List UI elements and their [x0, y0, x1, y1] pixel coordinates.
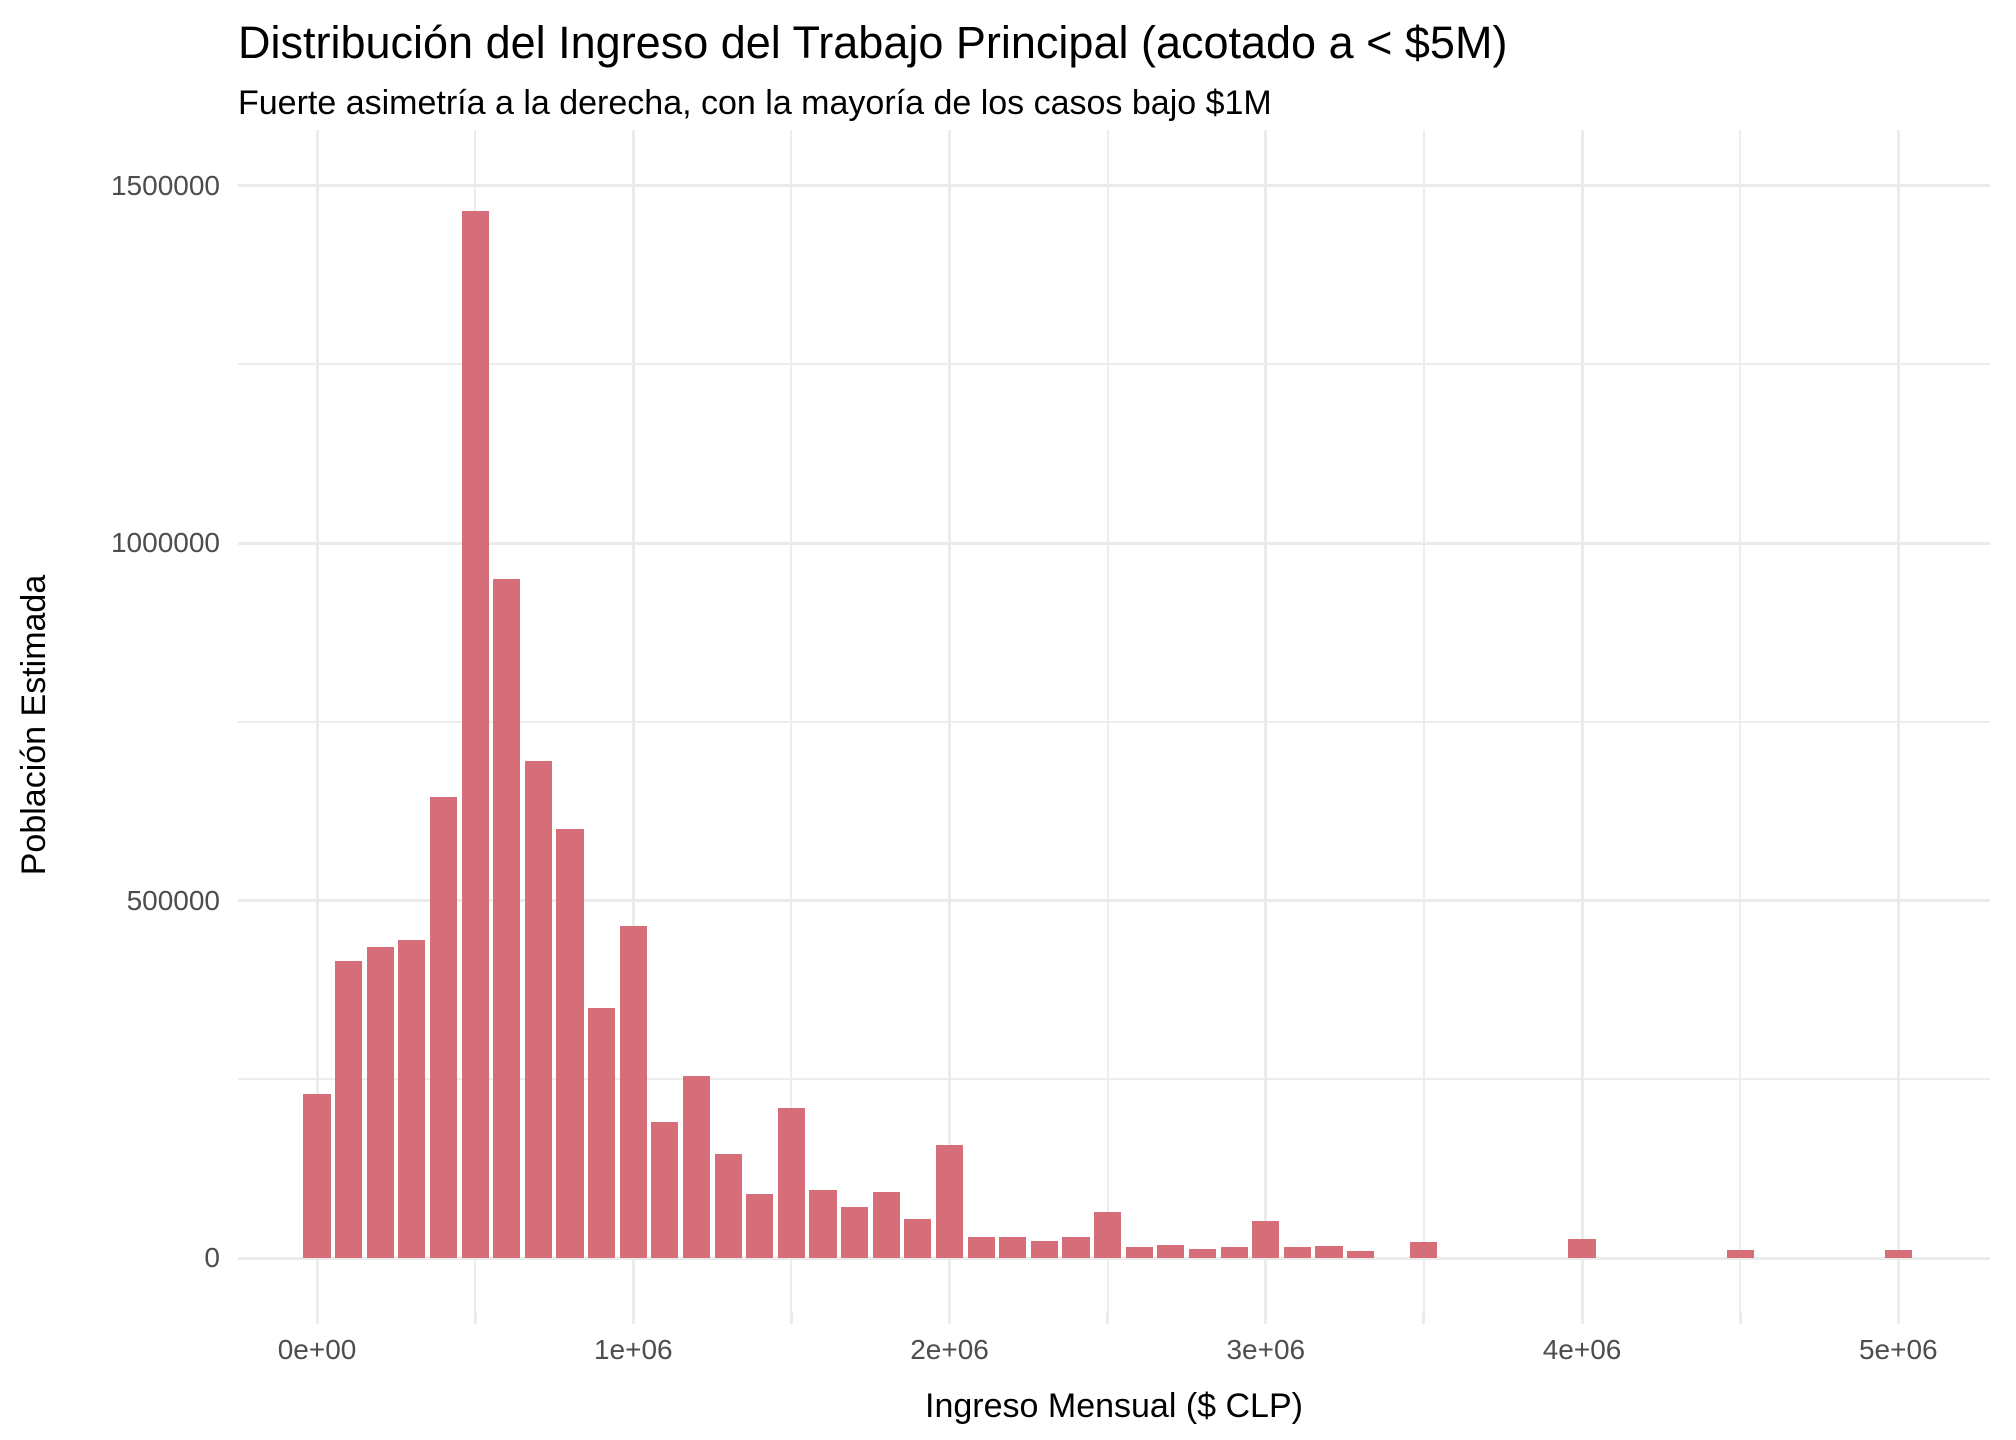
x-axis-title: Ingreso Mensual ($ CLP) — [925, 1387, 1303, 1425]
histogram-bar — [429, 796, 458, 1258]
histogram-bar — [651, 1122, 679, 1259]
y-tick-label: 0 — [204, 1242, 220, 1274]
histogram-bar — [872, 1191, 900, 1259]
y-tick-label: 1000000 — [110, 527, 220, 559]
x-axis-tick-mark — [1422, 1312, 1426, 1324]
histogram-bar — [1347, 1250, 1375, 1259]
x-major-gridline — [1896, 130, 1900, 1312]
y-minor-gridline — [238, 1078, 1990, 1081]
histogram-bar — [619, 925, 647, 1259]
x-minor-gridline — [1422, 130, 1425, 1312]
x-minor-gridline — [1106, 130, 1109, 1312]
histogram-bar — [1094, 1211, 1122, 1259]
x-tick-label: 2e+06 — [910, 1334, 989, 1365]
histogram-bar — [303, 1093, 331, 1259]
histogram-bar — [1030, 1240, 1058, 1259]
histogram-bar — [967, 1236, 995, 1259]
y-major-gridline — [238, 184, 1990, 188]
x-tick-label: 1e+06 — [593, 1334, 673, 1365]
x-tick-label: 4e+06 — [1542, 1334, 1622, 1365]
histogram-bar — [1884, 1250, 1912, 1259]
histogram-bar — [398, 939, 426, 1259]
histogram-bar — [556, 829, 584, 1259]
x-major-gridline — [1264, 130, 1268, 1312]
histogram-bar — [588, 1007, 616, 1259]
x-minor-gridline — [790, 130, 793, 1312]
x-axis-tick-mark — [1738, 1312, 1742, 1324]
histogram-bar — [682, 1075, 711, 1259]
x-major-gridline — [631, 130, 635, 1312]
histogram-bar — [746, 1193, 774, 1259]
x-axis-tick-mark — [315, 1312, 319, 1324]
x-axis-tick-mark — [473, 1312, 477, 1324]
y-major-gridline — [238, 1256, 1990, 1260]
histogram-bar — [335, 961, 363, 1259]
histogram-bar — [1315, 1245, 1343, 1259]
x-axis-tick-mark — [631, 1312, 635, 1324]
histogram-bar — [461, 210, 489, 1259]
y-major-gridline — [238, 899, 1990, 903]
histogram-bar — [935, 1145, 964, 1259]
y-tick-label: 1500000 — [110, 169, 220, 201]
histogram-bar — [904, 1218, 932, 1259]
x-tick-label: 0e+00 — [277, 1334, 357, 1365]
x-axis-tick-mark — [1896, 1312, 1900, 1324]
histogram-bar — [1125, 1246, 1153, 1259]
y-minor-gridline — [238, 720, 1990, 723]
y-major-gridline — [238, 541, 1990, 545]
histogram-bar — [1283, 1246, 1311, 1259]
histogram-bar — [1188, 1248, 1217, 1259]
x-major-gridline — [1580, 130, 1584, 1312]
x-axis-tick-mark — [1580, 1312, 1584, 1324]
histogram-bar — [1252, 1220, 1280, 1259]
y-tick-label: 500000 — [126, 884, 220, 916]
x-axis-tick-mark — [948, 1312, 952, 1324]
histogram-bar — [714, 1154, 742, 1259]
histogram-bar — [524, 761, 552, 1259]
histogram-bar — [1220, 1246, 1248, 1259]
histogram-bar — [809, 1190, 837, 1259]
histogram-bar — [999, 1236, 1027, 1259]
histogram-bar — [1410, 1242, 1438, 1259]
chart-subtitle: Fuerte asimetría a la derecha, con la ma… — [238, 84, 1272, 122]
histogram-bar — [1062, 1237, 1090, 1259]
x-tick-label: 3e+06 — [1226, 1334, 1306, 1365]
x-major-gridline — [315, 130, 319, 1312]
histogram-bar — [1568, 1238, 1596, 1259]
x-major-gridline — [948, 130, 952, 1312]
histogram-bar — [1157, 1245, 1185, 1259]
x-axis-tick-mark — [789, 1312, 793, 1324]
x-tick-label: 5e+06 — [1858, 1334, 1938, 1365]
x-axis-tick-mark — [1264, 1312, 1268, 1324]
chart-title: Distribución del Ingreso del Trabajo Pri… — [238, 17, 1508, 68]
histogram-bar — [777, 1107, 805, 1259]
y-minor-gridline — [238, 363, 1990, 366]
x-axis-tick-mark — [1106, 1312, 1110, 1324]
histogram-bar — [366, 947, 394, 1259]
histogram-bar — [493, 578, 521, 1259]
y-axis-title: Población Estimada — [15, 574, 53, 876]
plot-panel — [238, 130, 1990, 1312]
x-minor-gridline — [1739, 130, 1742, 1312]
histogram-bar — [1726, 1250, 1754, 1259]
histogram-bar — [841, 1206, 869, 1259]
